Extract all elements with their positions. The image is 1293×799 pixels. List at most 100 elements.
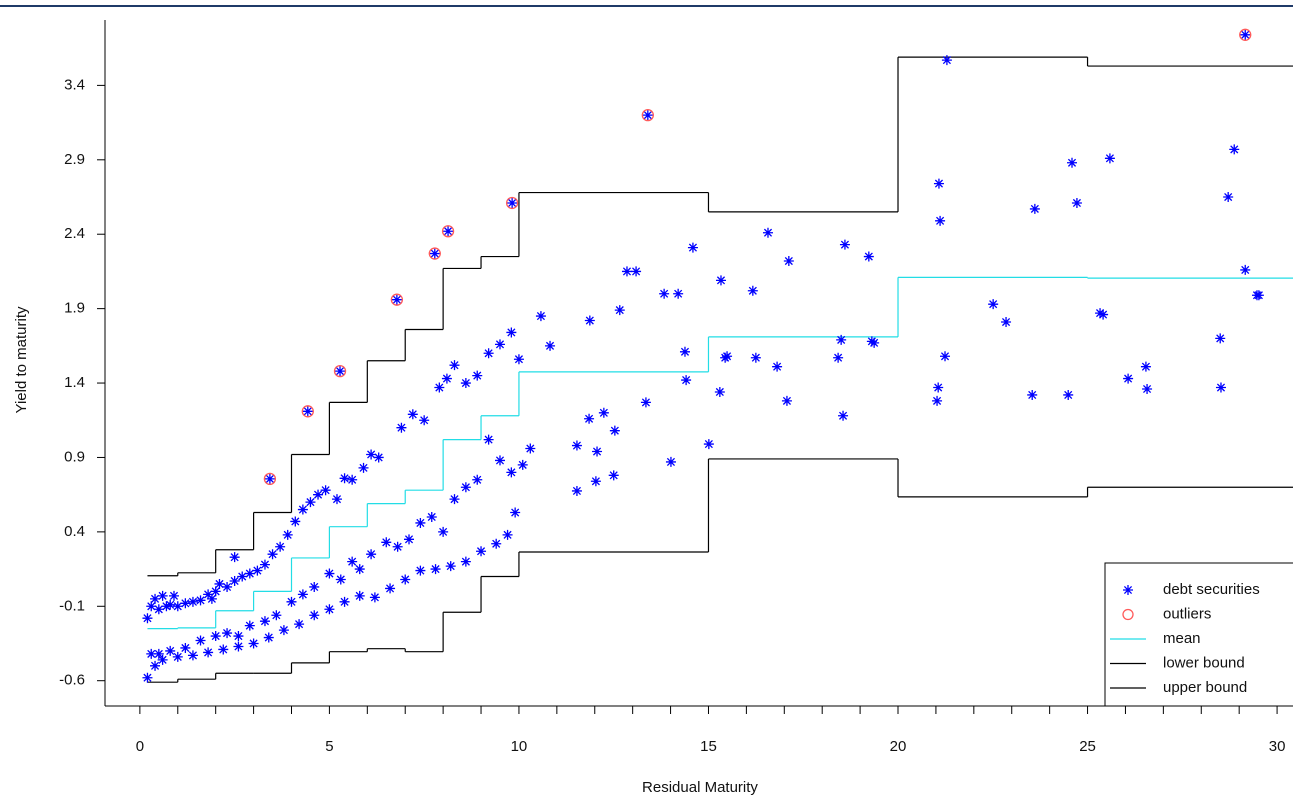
asterisk-point — [584, 315, 595, 326]
asterisk-point — [290, 516, 301, 527]
asterisk-point — [161, 601, 172, 612]
x-tick-label: 20 — [890, 738, 907, 755]
asterisk-point — [1067, 157, 1077, 168]
asterisk-point — [309, 581, 320, 592]
asterisk-point — [781, 395, 792, 406]
asterisk-point — [366, 549, 377, 560]
asterisk-point — [460, 378, 471, 389]
asterisk-point — [210, 631, 221, 642]
y-tick-label: 1.9 — [64, 300, 85, 317]
asterisk-point — [297, 504, 308, 515]
asterisk-point — [297, 589, 308, 600]
asterisk-point — [203, 589, 214, 600]
asterisk-point — [609, 425, 620, 436]
asterisk-point — [1027, 389, 1038, 400]
asterisk-point — [502, 529, 513, 540]
legend-box — [1104, 562, 1293, 707]
y-axis-title: Yield to maturity — [13, 306, 30, 413]
asterisk-point — [214, 578, 225, 589]
asterisk-point — [869, 337, 880, 348]
asterisk-point — [404, 534, 415, 545]
asterisk-point — [494, 339, 505, 350]
asterisk-point — [203, 647, 214, 658]
asterisk-point — [259, 559, 270, 570]
asterisk-point — [195, 595, 206, 606]
asterisk-point — [507, 197, 518, 208]
legend-label: outliers — [1163, 605, 1211, 622]
asterisk-point — [153, 648, 164, 659]
asterisk-point — [244, 620, 255, 631]
asterisk-point — [935, 215, 946, 226]
asterisk-point — [347, 474, 358, 485]
asterisk-point — [267, 549, 278, 560]
asterisk-point — [836, 334, 847, 345]
asterisk-point — [642, 110, 653, 121]
asterisk-point — [252, 565, 263, 576]
asterisk-point — [1095, 308, 1106, 319]
asterisk-point — [1240, 264, 1251, 275]
y-tick-label: 0.4 — [64, 523, 85, 540]
asterisk-point — [324, 568, 335, 579]
asterisk-point — [1063, 389, 1074, 400]
asterisk-point — [1215, 382, 1226, 393]
x-tick-label: 5 — [325, 738, 333, 755]
legend-symbol — [1123, 585, 1133, 595]
asterisk-point — [933, 382, 944, 393]
asterisk-point — [335, 366, 346, 377]
outlier-point — [333, 364, 347, 378]
legend-label: lower bound — [1163, 654, 1245, 671]
asterisk-point — [762, 227, 773, 238]
plot-area — [142, 28, 1293, 683]
asterisk-point — [494, 455, 505, 466]
outlier-point — [505, 196, 519, 210]
asterisk-point — [305, 497, 316, 508]
asterisk-point — [1071, 197, 1082, 208]
asterisk-point — [263, 632, 274, 643]
asterisk-point — [940, 351, 951, 362]
outlier-point — [441, 225, 455, 238]
asterisk-point — [525, 443, 536, 454]
asterisk-point — [153, 604, 164, 615]
y-tick-label: 1.4 — [64, 374, 85, 391]
asterisk-point — [415, 517, 426, 528]
asterisk-point — [932, 395, 943, 406]
asterisk-point — [608, 470, 619, 481]
asterisk-point — [324, 604, 335, 615]
asterisk-point — [1098, 309, 1109, 320]
asterisk-point — [687, 242, 698, 253]
asterisk-point — [614, 305, 625, 316]
asterisk-point — [237, 571, 248, 582]
asterisk-point — [438, 526, 449, 537]
asterisk-point — [339, 473, 350, 484]
asterisk-point — [222, 581, 233, 592]
outlier-point — [641, 109, 654, 122]
asterisk-point — [229, 575, 240, 586]
asterisk-point — [430, 564, 441, 575]
asterisk-point — [483, 348, 494, 359]
asterisk-point — [286, 596, 297, 607]
asterisk-point — [1253, 290, 1264, 301]
x-axis-title: Residual Maturity — [642, 779, 758, 796]
asterisk-point — [150, 593, 161, 604]
asterisk-point — [933, 178, 944, 189]
asterisk-point — [331, 494, 342, 505]
x-tick-label: 25 — [1079, 738, 1096, 755]
asterisk-point — [259, 616, 270, 627]
asterisk-point — [347, 556, 358, 567]
asterisk-point — [392, 541, 403, 552]
asterisk-point — [506, 327, 517, 338]
asterisk-point — [590, 476, 601, 487]
asterisk-point — [833, 352, 844, 363]
asterisk-point — [679, 346, 690, 357]
asterisk-point — [1104, 153, 1115, 164]
asterisk-point — [441, 373, 452, 384]
asterisk-point — [747, 285, 758, 296]
asterisk-point — [233, 631, 244, 642]
asterisk-point — [449, 360, 460, 371]
asterisk-point — [545, 340, 556, 351]
asterisk-point — [863, 251, 874, 262]
legend-label: upper bound — [1163, 679, 1247, 696]
asterisk-point — [445, 561, 456, 572]
legend-symbol — [1122, 608, 1134, 621]
asterisk-point — [772, 361, 783, 372]
